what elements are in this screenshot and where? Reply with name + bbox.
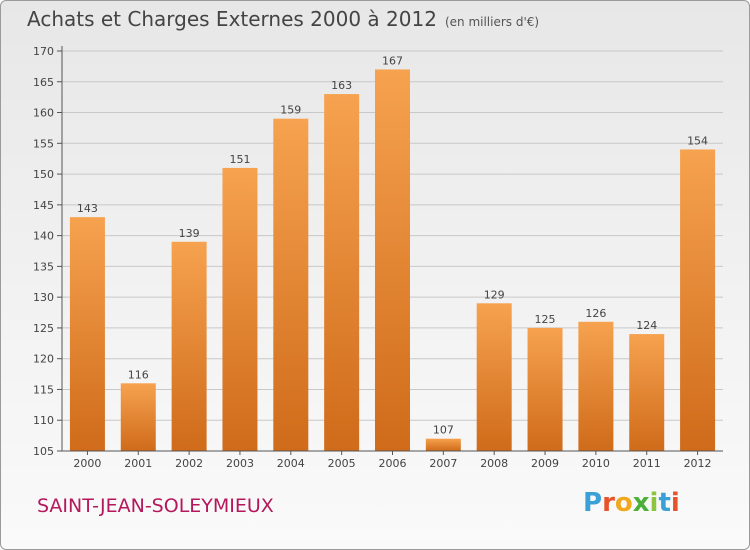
y-tick-label: 155 — [33, 137, 54, 150]
value-label-2010: 126 — [585, 307, 606, 320]
logo-letter: x — [632, 488, 650, 518]
bar-2000 — [69, 217, 105, 451]
bar-2010 — [578, 321, 614, 451]
bar-2001 — [120, 383, 156, 451]
bar-2012 — [680, 149, 716, 451]
y-tick-label: 135 — [33, 260, 54, 273]
value-label-2000: 143 — [77, 202, 98, 215]
place-name: SAINT-JEAN-SOLEYMIEUX — [37, 495, 274, 517]
value-label-2012: 154 — [687, 134, 708, 147]
x-tick-label-2010: 2010 — [582, 457, 610, 470]
x-tick-label-2009: 2009 — [531, 457, 559, 470]
x-tick-label-2005: 2005 — [328, 457, 356, 470]
x-tick-label-2007: 2007 — [429, 457, 457, 470]
y-tick-label: 150 — [33, 168, 54, 181]
x-tick-label-2006: 2006 — [379, 457, 407, 470]
bar-2009 — [527, 327, 563, 451]
chart-title: Achats et Charges Externes 2000 à 2012 (e… — [27, 7, 539, 31]
y-tick-label: 125 — [33, 322, 54, 335]
logo-letter: i — [670, 488, 680, 518]
y-tick-label: 120 — [33, 353, 54, 366]
chart-title-text: Achats et Charges Externes 2000 à 2012 — [27, 7, 437, 31]
x-tick-label-2000: 2000 — [73, 457, 101, 470]
chart-unit: (en milliers d'€) — [444, 15, 540, 29]
y-tick-label: 110 — [33, 414, 54, 427]
y-tick-label: 115 — [33, 383, 54, 396]
bar-2005 — [324, 94, 360, 452]
bars — [69, 69, 716, 452]
proxiti-logo[interactable]: Proxiti — [583, 488, 680, 518]
logo-letter: P — [583, 488, 603, 518]
y-tick-label: 140 — [33, 230, 54, 243]
axes: 105 110 115 120 125 130 135 140 145 150 155 160 165 1… — [33, 45, 723, 470]
bar-2004 — [273, 118, 309, 451]
bar-2008 — [476, 303, 512, 451]
value-label-2007: 107 — [433, 424, 454, 437]
value-label-2006: 167 — [382, 54, 403, 67]
y-tick-label: 145 — [33, 199, 54, 212]
y-tick-label: 165 — [33, 76, 54, 89]
logo-letter: r — [602, 488, 615, 518]
x-tick-label-2003: 2003 — [226, 457, 254, 470]
value-label-2002: 139 — [179, 227, 200, 240]
value-label-2003: 151 — [229, 153, 250, 166]
y-tick-label: 130 — [33, 291, 54, 304]
x-tick-label-2011: 2011 — [633, 457, 661, 470]
value-label-2009: 125 — [535, 313, 556, 326]
value-label-2001: 116 — [128, 368, 149, 381]
y-tick-label: 160 — [33, 107, 54, 120]
y-tick-label: 105 — [33, 445, 54, 458]
bar-2003 — [222, 167, 258, 451]
value-label-2004: 159 — [280, 104, 301, 117]
x-tick-label-2001: 2001 — [124, 457, 152, 470]
x-tick-label-2004: 2004 — [277, 457, 305, 470]
logo-letter: t — [658, 488, 671, 518]
y-tick-label: 170 — [33, 45, 54, 58]
value-labels: 143 116 139 151 159 163 167 107 129 125 126 124 154 — [77, 54, 708, 436]
bar-2002 — [171, 241, 207, 451]
logo-letter: o — [614, 488, 633, 518]
value-label-2011: 124 — [636, 319, 657, 332]
logo-letter: i — [649, 488, 659, 518]
value-label-2008: 129 — [484, 288, 505, 301]
bar-2006 — [375, 69, 410, 451]
value-label-2005: 163 — [331, 79, 352, 92]
bar-2007 — [425, 438, 461, 451]
x-tick-label-2012: 2012 — [684, 457, 712, 470]
bar-2011 — [629, 334, 665, 451]
x-tick-label-2008: 2008 — [480, 457, 508, 470]
x-tick-label-2002: 2002 — [175, 457, 203, 470]
